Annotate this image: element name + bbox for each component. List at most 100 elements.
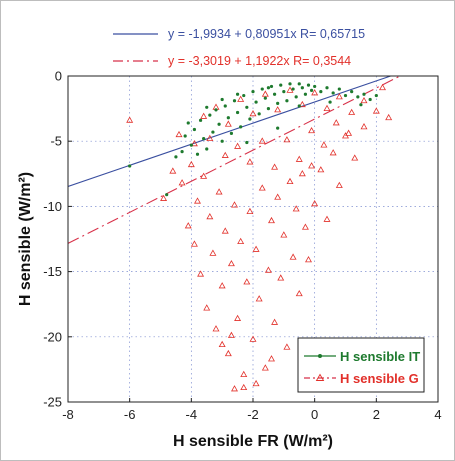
- point-it: [368, 97, 372, 102]
- point-it: [309, 88, 314, 92]
- point-g: [246, 207, 254, 215]
- point-g: [351, 154, 359, 161]
- point-it: [220, 139, 224, 143]
- x-tick-label: 2: [373, 407, 380, 422]
- point-g: [178, 179, 186, 186]
- point-g: [200, 172, 208, 179]
- point-g: [160, 194, 168, 201]
- point-g: [252, 245, 260, 252]
- point-it: [220, 97, 224, 102]
- point-g: [231, 385, 238, 392]
- point-g: [258, 184, 266, 191]
- point-g: [209, 249, 217, 256]
- legend: H sensible IT H sensible G: [297, 337, 425, 393]
- point-it: [235, 92, 240, 96]
- point-g: [200, 112, 208, 119]
- point-g: [175, 130, 183, 138]
- point-g: [379, 83, 386, 91]
- legend-g-label: H sensible G: [340, 371, 419, 386]
- equation-header: y = -1,9934 + 0,80951x R= 0,65715 y = -3…: [113, 27, 365, 68]
- point-g: [335, 93, 343, 100]
- point-it: [350, 90, 354, 94]
- point-g: [298, 169, 306, 177]
- fit-g-line: [68, 76, 402, 244]
- x-tick-label: -4: [186, 407, 198, 422]
- point-it: [186, 121, 190, 125]
- point-g: [345, 129, 353, 136]
- point-g: [231, 201, 238, 208]
- point-g: [360, 123, 368, 130]
- point-it: [189, 143, 193, 147]
- point-g: [221, 227, 229, 234]
- point-it: [276, 101, 280, 105]
- point-g: [249, 335, 257, 342]
- point-it: [226, 116, 230, 120]
- point-g: [237, 95, 245, 102]
- point-it: [174, 155, 178, 159]
- point-it: [276, 126, 280, 130]
- point-g: [237, 237, 245, 245]
- point-g: [255, 295, 263, 302]
- legend-it-marker: [318, 354, 322, 358]
- point-g: [224, 120, 232, 127]
- point-it: [297, 82, 301, 86]
- point-g: [323, 215, 331, 222]
- point-it: [183, 134, 187, 138]
- point-g: [295, 155, 303, 162]
- point-it: [165, 193, 169, 197]
- point-it: [288, 82, 292, 86]
- point-g: [286, 86, 294, 93]
- point-g: [212, 325, 220, 332]
- point-g: [271, 318, 279, 325]
- x-tick-label: 0: [311, 407, 318, 422]
- point-g: [292, 205, 300, 212]
- fit-g-equation: y = -3,3019 + 1,1922x R= 0,3544: [168, 54, 351, 68]
- point-g: [308, 162, 316, 169]
- point-g: [227, 331, 235, 338]
- point-g: [227, 259, 235, 267]
- point-g: [268, 216, 275, 224]
- point-g: [311, 199, 319, 207]
- x-tick-label: 4: [434, 407, 441, 422]
- point-g: [308, 126, 316, 134]
- point-it: [282, 90, 286, 94]
- point-it: [359, 103, 363, 107]
- x-tick-label: -6: [124, 407, 136, 422]
- point-it: [232, 99, 237, 103]
- point-it: [260, 87, 264, 91]
- point-g: [289, 253, 297, 260]
- point-it: [343, 93, 348, 98]
- legend-g-marker: [315, 373, 325, 381]
- point-g: [277, 274, 285, 281]
- x-axis-title: H sensible FR (W/m²): [173, 433, 333, 450]
- point-g: [335, 181, 343, 188]
- point-g: [218, 282, 226, 289]
- point-it: [306, 83, 311, 87]
- point-it: [202, 136, 206, 141]
- point-g: [317, 166, 325, 173]
- point-g: [252, 379, 260, 387]
- point-it: [294, 95, 298, 99]
- point-g: [215, 188, 223, 195]
- point-g: [261, 90, 269, 97]
- point-g: [243, 278, 251, 285]
- point-g: [295, 289, 303, 297]
- point-it: [300, 86, 304, 90]
- point-g: [218, 340, 226, 348]
- point-it: [205, 147, 209, 151]
- point-g: [240, 383, 248, 391]
- point-g: [246, 158, 254, 165]
- y-tick-label: 0: [55, 69, 62, 84]
- y-tick-label: -10: [43, 199, 62, 214]
- point-g: [206, 213, 214, 220]
- point-it: [356, 95, 360, 99]
- point-it: [257, 112, 261, 116]
- point-it: [337, 87, 341, 91]
- point-it: [223, 104, 227, 108]
- point-it: [263, 96, 267, 100]
- point-g: [323, 104, 331, 111]
- point-g: [234, 314, 242, 321]
- y-tick-label: -15: [43, 264, 62, 279]
- y-tick-label: -20: [43, 329, 62, 344]
- point-it: [328, 100, 332, 104]
